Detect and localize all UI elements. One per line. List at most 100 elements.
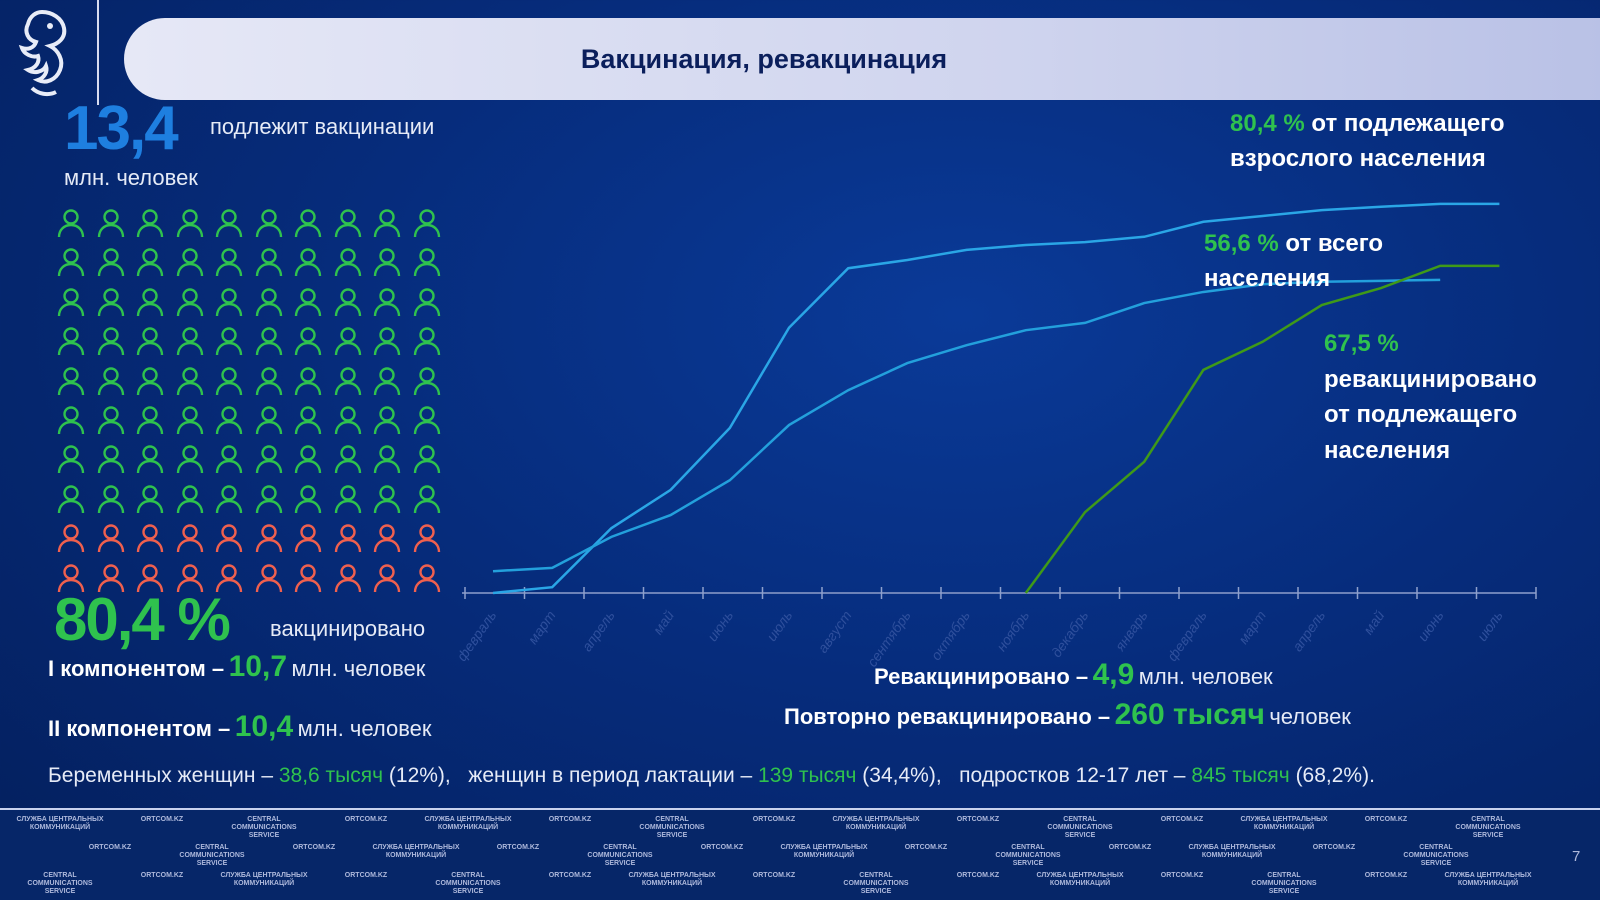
person-icon [370, 285, 410, 324]
callout-revacc-text3: населения [1324, 436, 1451, 464]
person-icon [252, 561, 292, 600]
footer-watermark-text: ORTCOM.KZ [292, 844, 336, 851]
person-icon [94, 482, 134, 521]
x-tick-label: март [524, 607, 558, 647]
person-icon [370, 521, 410, 560]
person-icon [331, 324, 371, 363]
footer-watermark-text: ORTCOM.KZ [548, 816, 592, 823]
person-icon [54, 442, 94, 481]
person-icon [252, 521, 292, 560]
footer-watermark-text: СЛУЖБА ЦЕНТРАЛЬНЫХ КОММУНИКАЦИЙ [628, 872, 716, 887]
stat-pregnant-value: 38,6 тысяч [278, 764, 384, 787]
footer-watermark-text: ORTCOM.KZ [752, 816, 796, 823]
title-bar: Вакцинация, ревакцинация [124, 18, 1600, 100]
person-icon [252, 324, 292, 363]
vaccinated-value: 80,4 % [54, 586, 231, 653]
page-title: Вакцинация, ревакцинация [580, 43, 948, 74]
person-icon [370, 482, 410, 521]
footer-watermark-text: ORTCOM.KZ [1364, 816, 1408, 823]
revacc-value: 4,9 [1092, 658, 1135, 691]
callout-revacc-text1: ревакцинировано [1324, 365, 1537, 393]
x-tick-label: ноябрь [993, 608, 1032, 655]
callout-revacc: 67,5 % ревакцинировано от подлежащего насел… [1324, 326, 1537, 468]
person-icon [410, 285, 450, 324]
callout-revacc-pct: 67,5 % [1324, 330, 1399, 357]
subject-unit: млн. человек [64, 165, 198, 190]
footer-watermark-band: СЛУЖБА ЦЕНТРАЛЬНЫХ КОММУНИКАЦИЙ ORTCOM.KZ… [0, 808, 1600, 900]
subject-label: подлежит вакцинации [210, 114, 435, 139]
person-icon [133, 285, 173, 324]
footer-watermark-text: ORTCOM.KZ [956, 872, 1000, 879]
component1-line: I компонентом – 10,7 млн. человек [48, 650, 425, 687]
person-icon [252, 482, 292, 521]
stat-teens-pct: (68,2%). [1289, 764, 1375, 787]
footer-watermark-text: CENTRAL COMMUNICATIONS SERVICE [231, 816, 297, 839]
x-tick-label: октябрь [928, 608, 974, 664]
logo-snow-leopard [12, 8, 74, 106]
person-icon [54, 482, 94, 521]
person-icon [331, 403, 371, 442]
footer-watermark-text: CENTRAL COMMUNICATIONS SERVICE [1047, 816, 1113, 839]
person-icon [252, 364, 292, 403]
stat-teens-label: (34,4%), подростков 12-17 лет – [856, 764, 1192, 787]
series-line-2 [1024, 264, 1500, 594]
revacc-line: Ревакцинировано – 4,9 млн. человек [874, 658, 1273, 695]
person-icon [173, 403, 213, 442]
repeat-revacc-value: 260 тысяч [1114, 698, 1265, 731]
footer-watermark-text: CENTRAL COMMUNICATIONS SERVICE [179, 844, 245, 867]
comp2-label: II компонентом – [48, 716, 231, 741]
person-icon [410, 403, 450, 442]
stat-teens-value: 845 тысяч [1191, 764, 1290, 787]
footer-watermark-text: CENTRAL COMMUNICATIONS SERVICE [995, 844, 1061, 867]
person-icon [133, 442, 173, 481]
callout-adult-text2: взрослого населения [1230, 145, 1486, 172]
person-icon [410, 324, 450, 363]
person-icon [94, 324, 134, 363]
person-icon [331, 442, 371, 481]
bottom-stats: Беременных женщин – 38,6 тысяч (12%), же… [48, 764, 1375, 788]
person-icon [331, 285, 371, 324]
revacc-unit: млн. человек [1138, 664, 1273, 689]
person-icon [94, 285, 134, 324]
footer-watermark-text: ORTCOM.KZ [140, 872, 184, 879]
person-icon [54, 521, 94, 560]
footer-watermark-text: ORTCOM.KZ [1364, 872, 1408, 879]
subject-value: 13,4 [64, 94, 179, 163]
person-icon [410, 206, 450, 245]
footer-watermark-text: CENTRAL COMMUNICATIONS SERVICE [1403, 844, 1469, 867]
x-tick-label: январь [1111, 608, 1151, 655]
person-icon [212, 442, 252, 481]
footer-watermark-text: СЛУЖБА ЦЕНТРАЛЬНЫХ КОММУНИКАЦИЙ [1444, 872, 1532, 887]
person-icon [212, 324, 252, 363]
person-icon [212, 521, 252, 560]
footer-watermark-text: CENTRAL COMMUNICATIONS SERVICE [435, 872, 501, 895]
person-icon [133, 561, 173, 600]
person-icon [54, 285, 94, 324]
person-icon [291, 285, 331, 324]
x-tick-label: апрель [579, 608, 618, 655]
callout-all-text2: населения [1204, 265, 1331, 292]
person-icon [133, 245, 173, 284]
person-icon [212, 403, 252, 442]
x-tick-label: июнь [1414, 608, 1446, 645]
person-icon [173, 482, 213, 521]
callout-all: 56,6 % от всего населения [1204, 226, 1383, 296]
person-icon [94, 245, 134, 284]
stat-pregnant-label: Беременных женщин – [48, 764, 279, 787]
person-icon [370, 403, 410, 442]
person-icon [331, 245, 371, 284]
x-tick-label: декабрь [1048, 608, 1091, 661]
person-icon [212, 245, 252, 284]
footer-watermark-text: ORTCOM.KZ [904, 844, 948, 851]
x-tick-label: февраль [1164, 608, 1210, 664]
series-line-0 [492, 202, 1500, 595]
person-icon [410, 442, 450, 481]
person-icon [331, 482, 371, 521]
person-icon [212, 285, 252, 324]
footer-watermark-text: СЛУЖБА ЦЕНТРАЛЬНЫХ КОММУНИКАЦИЙ [1188, 844, 1276, 859]
comp1-value: 10,7 [228, 650, 288, 683]
divider [97, 0, 99, 105]
series-line-1 [492, 278, 1441, 573]
person-icon [54, 403, 94, 442]
footer-watermark-text: ORTCOM.KZ [88, 844, 132, 851]
